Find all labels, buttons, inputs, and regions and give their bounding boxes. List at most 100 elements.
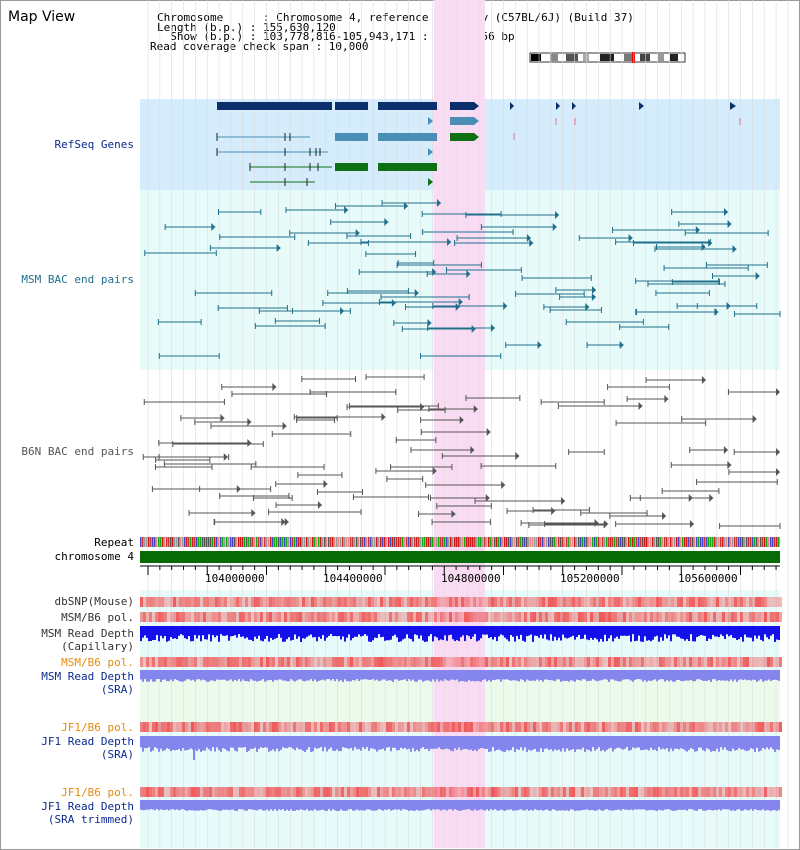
read-depth-bar xyxy=(746,800,748,811)
read-depth-bar xyxy=(584,626,586,635)
read-depth-bar xyxy=(750,736,752,749)
read-depth-bar xyxy=(236,626,238,638)
read-depth-bar xyxy=(184,800,186,810)
repeat-block xyxy=(440,537,442,547)
read-depth-bar xyxy=(160,736,162,749)
track-label-refseq[interactable]: RefSeq Genes xyxy=(54,138,134,151)
track-label-msm-depth-capillary[interactable]: MSM Read Depth xyxy=(41,627,134,640)
track-label-chromosome[interactable]: chromosome 4 xyxy=(54,550,134,563)
polymorphism-cell xyxy=(695,787,698,797)
read-depth-bar xyxy=(434,736,436,749)
repeat-block xyxy=(360,537,362,547)
polymorphism-cell xyxy=(725,787,728,797)
repeat-block xyxy=(608,537,610,547)
read-depth-bar xyxy=(400,626,402,642)
polymorphism-cell xyxy=(575,657,578,667)
polymorphism-cell xyxy=(695,597,698,607)
polymorphism-cell xyxy=(449,787,452,797)
track-label-jf1-b6-pol-trim[interactable]: JF1/B6 pol. xyxy=(61,786,134,799)
polymorphism-cell xyxy=(272,722,275,732)
polymorphism-cell xyxy=(422,722,425,732)
polymorphism-cell xyxy=(371,722,374,732)
read-depth-bar xyxy=(388,800,390,810)
read-depth-bar xyxy=(504,626,506,638)
track-label-b6n-bac[interactable]: B6N BAC end pairs xyxy=(21,445,134,458)
chromosome-ideogram[interactable] xyxy=(528,51,688,65)
read-depth-bar xyxy=(280,626,282,638)
polymorphism-cell xyxy=(419,612,422,622)
polymorphism-cell xyxy=(287,722,290,732)
read-depth-bar xyxy=(446,800,448,811)
polymorphism-cell xyxy=(287,612,290,622)
polymorphism-cell xyxy=(689,657,692,667)
read-depth-bar xyxy=(150,800,152,810)
repeat-block xyxy=(644,537,646,547)
read-depth-bar xyxy=(654,670,656,680)
repeat-block xyxy=(366,537,368,547)
polymorphism-cell xyxy=(767,787,770,797)
track-label-jf1-depth[interactable]: JF1 Read Depth xyxy=(41,735,134,748)
polymorphism-cell xyxy=(749,722,752,732)
polymorphism-cell xyxy=(743,612,746,622)
read-depth-bar xyxy=(384,670,386,680)
polymorphism-cell xyxy=(506,787,509,797)
polymorphism-cell xyxy=(539,722,542,732)
polymorphism-cell xyxy=(509,597,512,607)
msm-bac-pair-arrow xyxy=(537,341,542,349)
polymorphism-cell xyxy=(194,787,197,797)
polymorphism-cell xyxy=(149,657,152,667)
polymorphism-cell xyxy=(677,787,680,797)
track-label-jf1-depth-trim[interactable]: JF1 Read Depth xyxy=(41,800,134,813)
repeat-block xyxy=(750,537,752,547)
read-depth-bar xyxy=(248,800,250,810)
polymorphism-cell xyxy=(377,787,380,797)
track-label-msm-depth-sra[interactable]: MSM Read Depth xyxy=(41,670,134,683)
read-depth-bar xyxy=(390,800,392,811)
repeat-block xyxy=(178,537,180,547)
track-label-msm-b6-pol-sra[interactable]: MSM/B6 pol. xyxy=(61,656,134,669)
polymorphism-cell xyxy=(767,612,770,622)
track-label-dbsnp[interactable]: dbSNP(Mouse) xyxy=(54,595,134,608)
polymorphism-cell xyxy=(752,722,755,732)
repeat-block xyxy=(602,537,604,547)
read-depth-bar xyxy=(356,736,358,750)
polymorphism-cell xyxy=(293,657,296,667)
read-depth-bar xyxy=(594,670,596,681)
read-depth-bar xyxy=(206,800,208,810)
read-depth-bar xyxy=(178,736,180,750)
polymorphism-cell xyxy=(320,657,323,667)
polymorphism-cell xyxy=(170,787,173,797)
polymorphism-cell xyxy=(272,657,275,667)
repeat-block xyxy=(456,537,458,547)
polymorphism-cell xyxy=(176,722,179,732)
read-depth-bar xyxy=(256,736,258,752)
read-depth-bar xyxy=(738,736,740,749)
repeat-block xyxy=(388,537,390,547)
coverage-span-info: Read coverage check span : 10,000 xyxy=(150,40,369,53)
read-depth-bar xyxy=(306,670,308,681)
track-label-msm-bac[interactable]: MSM BAC end pairs xyxy=(21,273,134,286)
read-depth-bar xyxy=(410,670,412,681)
read-depth-bar xyxy=(152,670,154,682)
polymorphism-cell xyxy=(722,612,725,622)
track-label-repeat[interactable]: Repeat xyxy=(94,536,134,549)
polymorphism-cell xyxy=(299,787,302,797)
polymorphism-cell xyxy=(608,722,611,732)
polymorphism-cell xyxy=(221,722,224,732)
track-label-jf1-b6-pol[interactable]: JF1/B6 pol. xyxy=(61,721,134,734)
repeat-block xyxy=(270,537,272,547)
read-depth-bar xyxy=(656,736,658,752)
repeat-block xyxy=(354,537,356,547)
read-depth-bar xyxy=(232,626,234,637)
read-depth-bar xyxy=(162,626,164,639)
polymorphism-cell xyxy=(599,722,602,732)
read-depth-bar xyxy=(492,736,494,748)
polymorphism-cell xyxy=(461,612,464,622)
read-depth-bar xyxy=(560,670,562,682)
polymorphism-cell xyxy=(167,597,170,607)
read-depth-bar xyxy=(676,800,678,811)
polymorphism-cell xyxy=(665,657,668,667)
polymorphism-cell xyxy=(143,597,146,607)
track-label-msm-b6-pol[interactable]: MSM/B6 pol. xyxy=(61,611,134,624)
